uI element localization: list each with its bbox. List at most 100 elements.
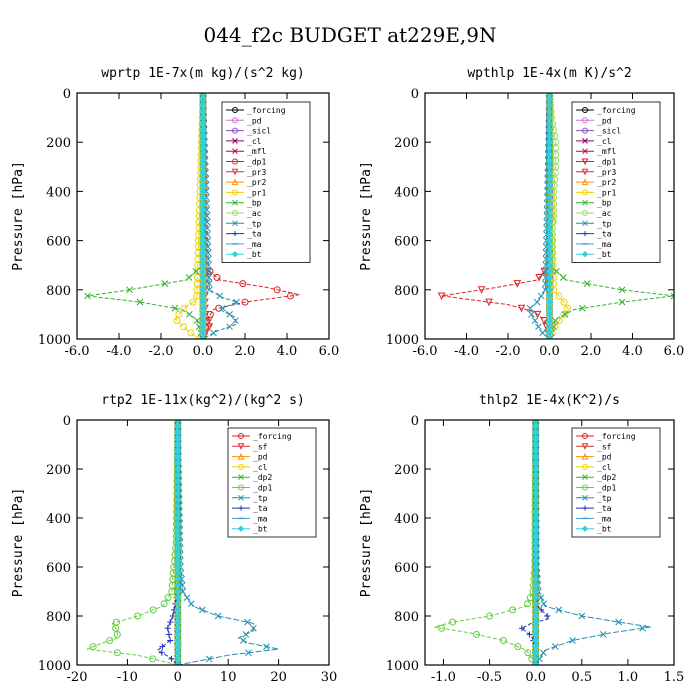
legend-entry: _bt	[247, 250, 262, 259]
legend-marker	[581, 158, 589, 166]
series-point-dp1	[486, 612, 494, 620]
series-point-dp1	[89, 643, 97, 651]
series-point-tp	[526, 304, 534, 312]
series-point-pr3	[205, 317, 213, 325]
series-point-tp	[599, 631, 607, 638]
legend-marker	[582, 127, 588, 134]
series-point-dp1	[499, 637, 507, 644]
series-point-tp	[232, 317, 239, 324]
series-point-tp	[578, 612, 586, 620]
x-tick-label: 2.0	[581, 344, 602, 359]
series-point-dp1	[540, 317, 548, 325]
series-point-pr1	[175, 310, 183, 318]
series-point-tp	[214, 612, 222, 620]
y-tick-label: 400	[46, 512, 71, 527]
series-point-dp1	[477, 286, 486, 294]
series-point-ta	[167, 619, 174, 626]
plot-frame	[76, 92, 330, 340]
legend: _forcing_pd _sicl_cl_mfl _dp1_pr3_pr2_pr1 _…	[571, 101, 661, 263]
series-point-bt	[199, 335, 207, 339]
series-point-tp	[539, 649, 547, 657]
series-point-tp	[219, 304, 226, 312]
legend-entry: _cl	[247, 137, 262, 146]
series-point-tp	[210, 329, 217, 337]
legend-marker	[232, 117, 238, 124]
series-point-tp	[179, 588, 187, 595]
y-tick-label: 400	[394, 512, 419, 527]
series-point-bp	[161, 280, 169, 288]
series-point-tp	[245, 649, 252, 657]
series-point-tp	[536, 655, 543, 663]
legend-marker	[582, 474, 588, 481]
series-point-tp	[216, 292, 224, 300]
legend-entry: _cl	[597, 137, 612, 146]
series-point-tp	[263, 643, 270, 650]
series-line-tp	[535, 420, 651, 665]
legend-entry: _forcing	[597, 432, 636, 441]
y-tick-label: 800	[46, 284, 71, 299]
x-tick-label: 1.0	[618, 670, 639, 685]
series-point-bp	[559, 274, 567, 281]
series-point-bp	[670, 292, 674, 300]
legend-entry: _bt	[597, 250, 612, 259]
x-tick-label: -6.0	[412, 344, 437, 359]
y-tick-label: 0	[411, 414, 419, 429]
series-point-dp1	[112, 624, 120, 632]
series-point-tp	[187, 600, 195, 608]
plot-frame	[424, 419, 675, 666]
legend-entry: _ta	[253, 504, 268, 513]
legend-entry: _dp1	[253, 484, 272, 493]
legend-entry: _tp	[253, 494, 268, 503]
series-line-bp	[87, 93, 204, 339]
series-point-tp	[178, 575, 185, 583]
x-tick-label: 1.5	[664, 670, 685, 685]
legend-entry: _dp1	[597, 484, 616, 493]
panels: wprtp 1E-7x(m kg)/(s^2 kg) Pressure [hPa]…	[11, 66, 684, 685]
series-group	[434, 420, 651, 665]
legend-entry: _ac	[247, 209, 262, 218]
series-line-pr1	[549, 93, 569, 339]
legend-entry: _pr2	[247, 178, 266, 187]
series-point-tp	[205, 274, 213, 281]
series-point-tp	[205, 286, 213, 294]
legend-entry: _tp	[597, 494, 612, 503]
series-point-dp1	[437, 292, 446, 301]
y-axis-label: Pressure [hPa]	[11, 161, 26, 271]
y-tick-label: 1000	[38, 333, 71, 348]
legend-marker	[232, 199, 238, 206]
series-point-tp	[205, 280, 213, 288]
x-tick-label: 0.0	[525, 670, 546, 685]
series-point-tp	[174, 420, 182, 424]
legend-entry: _pr1	[597, 188, 616, 197]
series-point-dp1	[149, 606, 157, 614]
x-tick-label: 2.0	[235, 344, 256, 359]
series-point-tp	[203, 212, 211, 220]
series-point-bp	[171, 304, 179, 312]
legend-entry: _pd	[253, 453, 268, 462]
series-point-bp	[193, 317, 201, 324]
series-point-ta	[168, 655, 175, 662]
series-point-tp	[178, 582, 186, 589]
y-tick-label: 600	[394, 561, 419, 576]
series-point-tp	[532, 420, 540, 424]
series-point-dp1	[106, 637, 114, 644]
series-point-pr1	[173, 317, 181, 325]
series-point-ta	[544, 613, 551, 619]
legend-marker	[231, 168, 239, 176]
legend-entry: _forcing	[597, 106, 636, 115]
series-point-bp	[551, 317, 559, 324]
y-tick-label: 600	[394, 235, 419, 250]
x-tick-label: -6.0	[64, 344, 89, 359]
series-point-pr1	[563, 304, 571, 312]
legend-marker	[582, 199, 588, 206]
series-point-tp	[528, 311, 535, 318]
chart-panel-1: wprtp 1E-7x(m kg)/(s^2 kg) Pressure [hPa]…	[11, 66, 339, 359]
legend-marker	[581, 525, 589, 532]
legend-entry: _mfl	[247, 147, 266, 156]
legend: _forcing_pd _sicl_cl_mfl _dp1_pr3_pr2_pr1 _…	[221, 101, 311, 263]
legend-entry: _ma	[253, 514, 268, 523]
figure-title: 044_f2c BUDGET at229E,9N	[203, 23, 496, 47]
series-point-bp	[618, 286, 626, 294]
series-line-dp1	[441, 93, 550, 339]
x-tick-label: -2.0	[148, 344, 173, 359]
